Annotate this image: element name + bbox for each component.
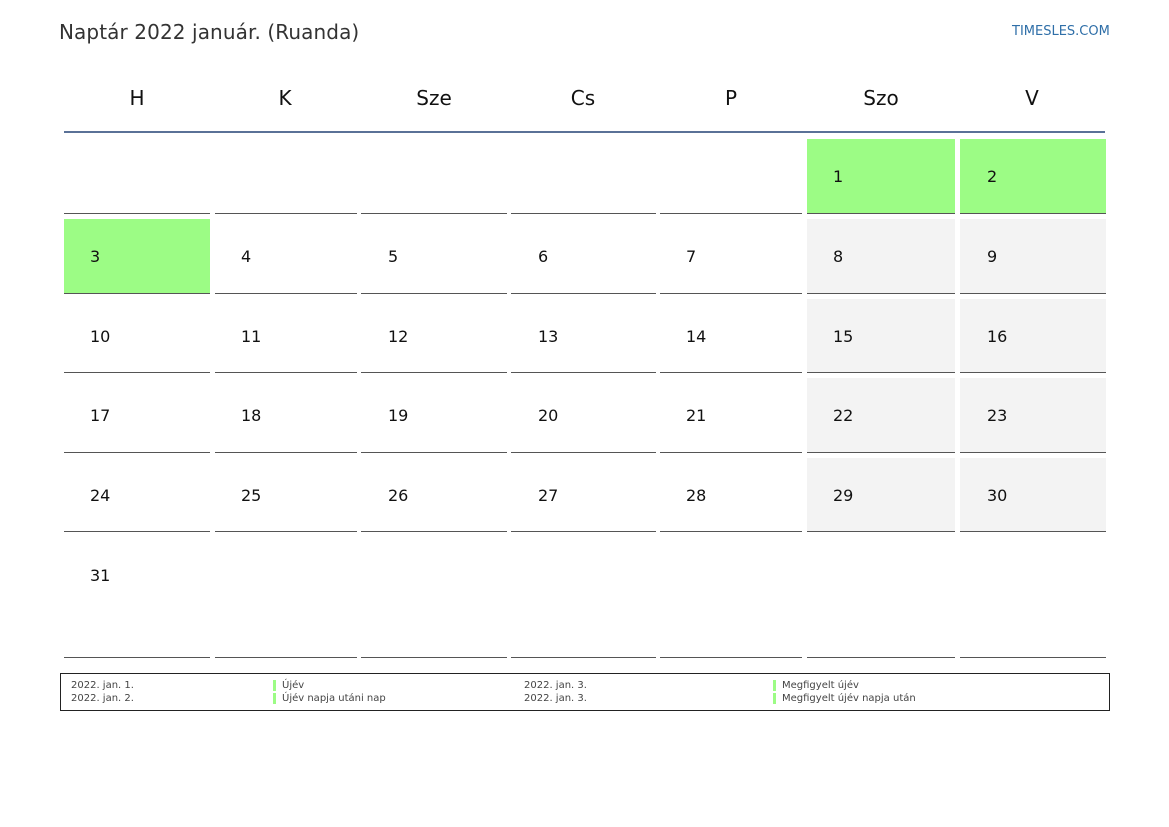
day-number: 3 <box>90 247 101 266</box>
day-cell[interactable]: 19 <box>361 378 507 453</box>
day-cell[interactable]: 7 <box>660 219 802 294</box>
day-cell[interactable]: 28 <box>660 458 802 532</box>
day-number: 17 <box>90 406 111 425</box>
legend-date: 2022. jan. 1. <box>71 680 134 691</box>
day-cell[interactable]: 18 <box>215 378 357 453</box>
day-number: 25 <box>241 486 262 505</box>
day-number: 18 <box>241 406 262 425</box>
weekday-header: Sze <box>416 86 452 110</box>
legend-date: 2022. jan. 2. <box>71 693 134 704</box>
weekday-header: Szo <box>863 86 899 110</box>
header-divider <box>64 131 1105 133</box>
holiday-day-cell[interactable]: 2 <box>960 139 1106 214</box>
day-number: 24 <box>90 486 111 505</box>
day-number: 6 <box>538 247 549 266</box>
day-number: 4 <box>241 247 252 266</box>
empty-day-cell <box>64 139 210 214</box>
day-number: 14 <box>686 327 707 346</box>
brand-link[interactable]: TIMESLES.COM <box>1012 24 1110 39</box>
day-cell[interactable]: 23 <box>960 378 1106 453</box>
day-number: 5 <box>388 247 399 266</box>
empty-day-cell <box>660 538 802 658</box>
day-cell[interactable]: 10 <box>64 299 210 373</box>
holiday-legend: 2022. jan. 1. Újév 2022. jan. 2. Újév na… <box>60 673 1110 711</box>
day-number: 16 <box>987 327 1008 346</box>
empty-day-cell <box>361 139 507 214</box>
day-number: 28 <box>686 486 707 505</box>
empty-day-cell <box>660 139 802 214</box>
legend-holiday-name: Újév napja utáni nap <box>273 693 386 704</box>
legend-holiday-name: Újév <box>273 680 304 691</box>
weekday-header: P <box>724 86 738 110</box>
day-cell[interactable]: 29 <box>807 458 955 532</box>
day-cell[interactable]: 30 <box>960 458 1106 532</box>
legend-date: 2022. jan. 3. <box>524 693 587 704</box>
weekday-header: K <box>278 86 292 110</box>
page-title: Naptár 2022 január. (Ruanda) <box>59 20 360 44</box>
day-cell[interactable]: 24 <box>64 458 210 532</box>
day-cell[interactable]: 17 <box>64 378 210 453</box>
day-cell[interactable]: 15 <box>807 299 955 373</box>
day-cell[interactable]: 21 <box>660 378 802 453</box>
day-cell[interactable]: 14 <box>660 299 802 373</box>
day-number: 7 <box>686 247 697 266</box>
legend-holiday-name: Megfigyelt újév napja után <box>773 693 916 704</box>
day-number: 9 <box>987 247 998 266</box>
day-number: 21 <box>686 406 707 425</box>
day-cell[interactable]: 13 <box>511 299 656 373</box>
day-number: 13 <box>538 327 559 346</box>
legend-date: 2022. jan. 3. <box>524 680 587 691</box>
day-cell[interactable]: 26 <box>361 458 507 532</box>
empty-day-cell <box>960 538 1106 658</box>
legend-holiday-name: Megfigyelt újév <box>773 680 859 691</box>
empty-day-cell <box>511 538 656 658</box>
day-cell[interactable]: 12 <box>361 299 507 373</box>
day-cell[interactable]: 8 <box>807 219 955 294</box>
day-cell[interactable]: 5 <box>361 219 507 294</box>
day-cell[interactable]: 4 <box>215 219 357 294</box>
day-number: 19 <box>388 406 409 425</box>
day-number: 29 <box>833 486 854 505</box>
empty-day-cell <box>215 538 357 658</box>
day-number: 8 <box>833 247 844 266</box>
empty-day-cell <box>807 538 955 658</box>
day-number: 12 <box>388 327 409 346</box>
day-cell[interactable]: 20 <box>511 378 656 453</box>
day-cell[interactable]: 25 <box>215 458 357 532</box>
empty-day-cell <box>215 139 357 214</box>
day-number: 20 <box>538 406 559 425</box>
holiday-day-cell[interactable]: 1 <box>807 139 955 214</box>
day-cell[interactable]: 6 <box>511 219 656 294</box>
holiday-day-cell[interactable]: 3 <box>64 219 210 294</box>
day-cell[interactable]: 16 <box>960 299 1106 373</box>
day-number: 23 <box>987 406 1008 425</box>
day-number: 26 <box>388 486 409 505</box>
day-cell[interactable]: 31 <box>64 538 210 658</box>
day-cell[interactable]: 9 <box>960 219 1106 294</box>
day-number: 2 <box>987 167 998 186</box>
day-number: 30 <box>987 486 1008 505</box>
day-number: 1 <box>833 167 844 186</box>
day-number: 11 <box>241 327 262 346</box>
empty-day-cell <box>511 139 656 214</box>
day-number: 22 <box>833 406 854 425</box>
day-number: 15 <box>833 327 854 346</box>
day-cell[interactable]: 22 <box>807 378 955 453</box>
day-number: 10 <box>90 327 111 346</box>
empty-day-cell <box>361 538 507 658</box>
weekday-header: Cs <box>570 86 596 110</box>
day-cell[interactable]: 27 <box>511 458 656 532</box>
day-number: 31 <box>90 566 111 585</box>
weekday-header: V <box>1025 86 1039 110</box>
weekday-header: H <box>129 86 145 110</box>
day-number: 27 <box>538 486 559 505</box>
day-cell[interactable]: 11 <box>215 299 357 373</box>
